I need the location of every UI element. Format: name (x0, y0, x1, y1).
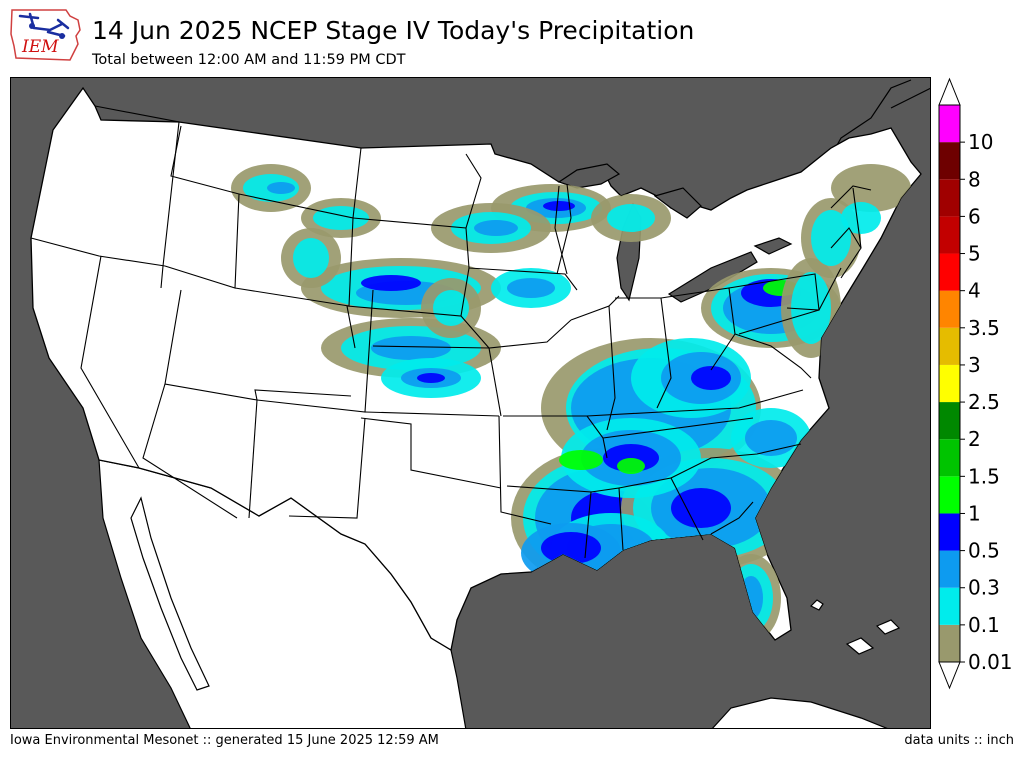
colorbar-swatch (939, 624, 960, 662)
precipitation-overlay (231, 164, 911, 642)
colorbar-swatch (939, 179, 960, 217)
colorbar-tick-label: 3 (968, 353, 981, 377)
colorbar-tick-label: 1.5 (968, 464, 1000, 488)
colorbar-swatch (939, 105, 960, 143)
colorbar-tick-label: 2 (968, 427, 981, 451)
colorbar-swatch (939, 476, 960, 514)
colorbar-tick-label: 5 (968, 242, 981, 266)
colorbar-swatch (939, 402, 960, 440)
colorbar-tick-label: 3.5 (968, 316, 1000, 340)
precip-area (691, 366, 731, 390)
colorbar-frame (938, 104, 961, 663)
precipitation-map (10, 77, 931, 729)
precip-area (791, 272, 831, 344)
iem-logo: IEM (8, 6, 84, 64)
precip-area (607, 204, 655, 232)
colorbar-tick-label: 0.5 (968, 539, 1000, 563)
colorbar-swatch (939, 550, 960, 588)
precipitation-colorbar: 0.01 0.1 0.3 0.5 1 1.5 2 2.5 3 3.5 4 5 6 8 10 (937, 77, 1024, 692)
colorbar-tick-label: 10 (968, 130, 993, 154)
colorbar-swatch (939, 253, 960, 291)
colorbar-swatch (939, 439, 960, 477)
map-canvas (30, 79, 930, 728)
page-title: 14 Jun 2025 NCEP Stage IV Today's Precip… (92, 16, 695, 45)
colorbar-tick-label: 4 (968, 279, 981, 303)
colorbar-tick-label: 2.5 (968, 390, 1000, 414)
precip-area (739, 576, 763, 620)
precip-area (541, 532, 601, 564)
colorbar-max-extend (938, 77, 961, 106)
precip-area (474, 220, 518, 236)
precip-area (831, 164, 911, 212)
colorbar-tick-label: 1 (968, 501, 981, 525)
colorbar-tick-label: 0.01 (968, 650, 1013, 674)
caribbean-islands (809, 599, 901, 655)
state-boundaries (30, 105, 872, 559)
precip-area (433, 290, 469, 326)
precipitation-field (231, 164, 911, 642)
precip-area (841, 202, 881, 234)
precip-area (559, 450, 603, 470)
precip-area (543, 201, 575, 211)
precip-area (617, 458, 645, 474)
colorbar-swatch (939, 216, 960, 254)
precip-area (267, 182, 295, 194)
colorbar-min-extend (938, 661, 961, 690)
colorbar-swatch (939, 290, 960, 328)
precip-area (811, 210, 851, 266)
colorbar-swatch (939, 142, 960, 180)
page-subtitle: Total between 12:00 AM and 11:59 PM CDT (92, 52, 406, 68)
precip-area (417, 373, 445, 383)
colorbar-tick-label: 8 (968, 167, 981, 191)
colorbar-graphic: 0.01 0.1 0.3 0.5 1 1.5 2 2.5 3 3.5 4 5 6 8 10 (938, 77, 1013, 690)
footer-units: data units :: inch (904, 733, 1014, 748)
colorbar-swatch (939, 327, 960, 365)
colorbar-swatch (939, 513, 960, 551)
precip-area (671, 488, 731, 528)
colorbar-tick-label: 6 (968, 204, 981, 228)
precip-area (313, 206, 369, 230)
precip-area (361, 275, 421, 291)
precip-area (745, 420, 797, 456)
colorbar-swatch (939, 587, 960, 625)
colorbar-tick-label: 0.1 (968, 613, 1000, 637)
footer-attribution: Iowa Environmental Mesonet :: generated … (10, 733, 439, 748)
logo-text: IEM (21, 37, 59, 57)
precip-area (293, 238, 329, 278)
precip-area (507, 278, 555, 298)
colorbar-tick-label: 0.3 (968, 576, 1000, 600)
precip-area (371, 336, 451, 360)
colorbar-swatch (939, 364, 960, 403)
baja-coast (130, 496, 210, 691)
